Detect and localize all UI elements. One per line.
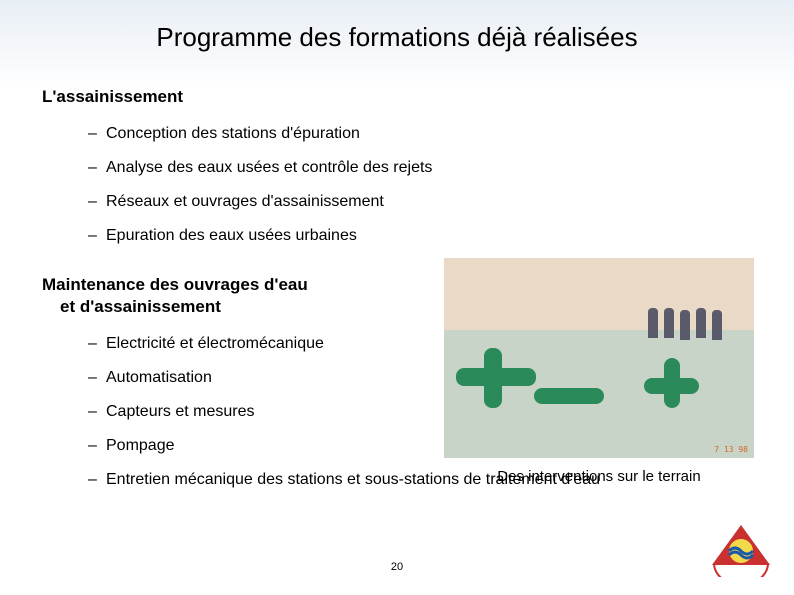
section-heading-1: L'assainissement — [42, 87, 752, 107]
photo-block: 7 13 98 Des interventions sur le terrain — [444, 258, 754, 485]
list-item: Conception des stations d'épuration — [106, 117, 752, 151]
field-photo: 7 13 98 — [444, 258, 754, 458]
section-1-list: Conception des stations d'épuration Anal… — [42, 117, 752, 253]
list-item: Epuration des eaux usées urbaines — [106, 219, 752, 253]
photo-timestamp: 7 13 98 — [714, 445, 748, 454]
photo-caption: Des interventions sur le terrain — [444, 468, 754, 485]
cnee-vietnam-logo: C.N.E.E. VIETNAM — [708, 521, 774, 577]
svg-text:C.N.E.E. VIETNAM: C.N.E.E. VIETNAM — [717, 568, 765, 574]
page-number: 20 — [391, 561, 403, 573]
list-item: Analyse des eaux usées et contrôle des r… — [106, 151, 752, 185]
slide-title: Programme des formations déjà réalisées — [0, 0, 794, 53]
list-item: Réseaux et ouvrages d'assainissement — [106, 185, 752, 219]
